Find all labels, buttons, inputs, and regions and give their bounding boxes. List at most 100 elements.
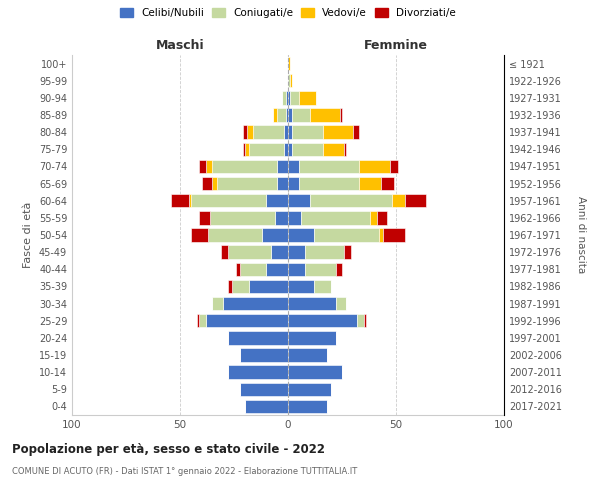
Bar xyxy=(389,160,398,173)
Bar xyxy=(249,280,288,293)
Bar xyxy=(340,108,342,122)
Text: Femmine: Femmine xyxy=(364,38,428,52)
Bar xyxy=(266,262,288,276)
Bar xyxy=(197,314,199,328)
Bar xyxy=(188,194,191,207)
Bar xyxy=(288,57,290,70)
Bar xyxy=(227,331,288,344)
Bar xyxy=(335,297,346,310)
Bar xyxy=(392,194,404,207)
Bar xyxy=(223,297,288,310)
Bar xyxy=(288,142,292,156)
Bar xyxy=(172,194,188,207)
Text: Maschi: Maschi xyxy=(155,38,205,52)
Bar xyxy=(288,194,310,207)
Legend: Celibi/Nubili, Coniugati/e, Vedovi/e, Divorziati/e: Celibi/Nubili, Coniugati/e, Vedovi/e, Di… xyxy=(117,5,459,21)
Bar xyxy=(288,400,327,413)
Bar xyxy=(271,246,288,259)
Bar xyxy=(305,246,344,259)
Bar xyxy=(241,348,288,362)
Bar xyxy=(288,280,314,293)
Bar xyxy=(288,262,305,276)
Bar xyxy=(245,400,288,413)
Bar xyxy=(344,246,350,259)
Bar xyxy=(288,382,331,396)
Bar xyxy=(299,91,316,104)
Text: Popolazione per età, sesso e stato civile - 2022: Popolazione per età, sesso e stato civil… xyxy=(12,442,325,456)
Bar xyxy=(288,211,301,224)
Bar xyxy=(305,262,335,276)
Bar xyxy=(288,177,299,190)
Bar xyxy=(212,177,217,190)
Bar xyxy=(288,228,314,241)
Bar xyxy=(206,160,212,173)
Bar xyxy=(277,177,288,190)
Bar xyxy=(288,348,327,362)
Bar xyxy=(277,108,286,122)
Bar xyxy=(377,211,388,224)
Bar xyxy=(286,91,288,104)
Bar xyxy=(208,228,262,241)
Bar xyxy=(292,142,323,156)
Bar xyxy=(242,142,245,156)
Bar xyxy=(227,246,271,259)
Bar xyxy=(301,211,370,224)
Bar xyxy=(379,228,383,241)
Bar xyxy=(249,142,284,156)
Bar xyxy=(288,314,357,328)
Bar xyxy=(202,177,212,190)
Y-axis label: Fasce di età: Fasce di età xyxy=(23,202,33,268)
Bar xyxy=(199,160,206,173)
Bar xyxy=(281,91,286,104)
Bar xyxy=(292,126,323,139)
Bar xyxy=(284,142,288,156)
Bar xyxy=(357,314,364,328)
Bar xyxy=(242,126,247,139)
Bar xyxy=(323,142,344,156)
Bar xyxy=(288,366,342,379)
Bar xyxy=(245,142,249,156)
Bar xyxy=(288,297,335,310)
Bar xyxy=(314,228,379,241)
Bar xyxy=(299,177,359,190)
Bar xyxy=(370,211,377,224)
Bar xyxy=(206,314,288,328)
Bar xyxy=(253,126,284,139)
Bar xyxy=(310,108,340,122)
Bar xyxy=(199,314,206,328)
Bar xyxy=(288,91,290,104)
Bar xyxy=(199,211,210,224)
Bar xyxy=(288,246,305,259)
Bar xyxy=(286,108,288,122)
Bar xyxy=(212,160,277,173)
Bar xyxy=(266,194,288,207)
Bar xyxy=(290,74,292,88)
Bar xyxy=(288,160,299,173)
Bar xyxy=(359,160,389,173)
Bar xyxy=(359,177,381,190)
Bar xyxy=(335,262,342,276)
Bar xyxy=(383,228,404,241)
Bar xyxy=(290,91,299,104)
Bar xyxy=(273,108,277,122)
Bar xyxy=(241,382,288,396)
Bar xyxy=(292,108,310,122)
Bar xyxy=(299,160,359,173)
Bar xyxy=(284,126,288,139)
Bar xyxy=(212,297,223,310)
Bar xyxy=(191,194,266,207)
Bar xyxy=(323,126,353,139)
Bar xyxy=(288,108,292,122)
Bar xyxy=(236,262,241,276)
Bar xyxy=(314,280,331,293)
Bar xyxy=(344,142,346,156)
Bar xyxy=(232,280,249,293)
Y-axis label: Anni di nascita: Anni di nascita xyxy=(576,196,586,274)
Text: COMUNE DI ACUTO (FR) - Dati ISTAT 1° gennaio 2022 - Elaborazione TUTTITALIA.IT: COMUNE DI ACUTO (FR) - Dati ISTAT 1° gen… xyxy=(12,468,357,476)
Bar xyxy=(227,280,232,293)
Bar xyxy=(262,228,288,241)
Bar xyxy=(227,366,288,379)
Bar xyxy=(364,314,366,328)
Bar xyxy=(288,331,335,344)
Bar xyxy=(210,211,275,224)
